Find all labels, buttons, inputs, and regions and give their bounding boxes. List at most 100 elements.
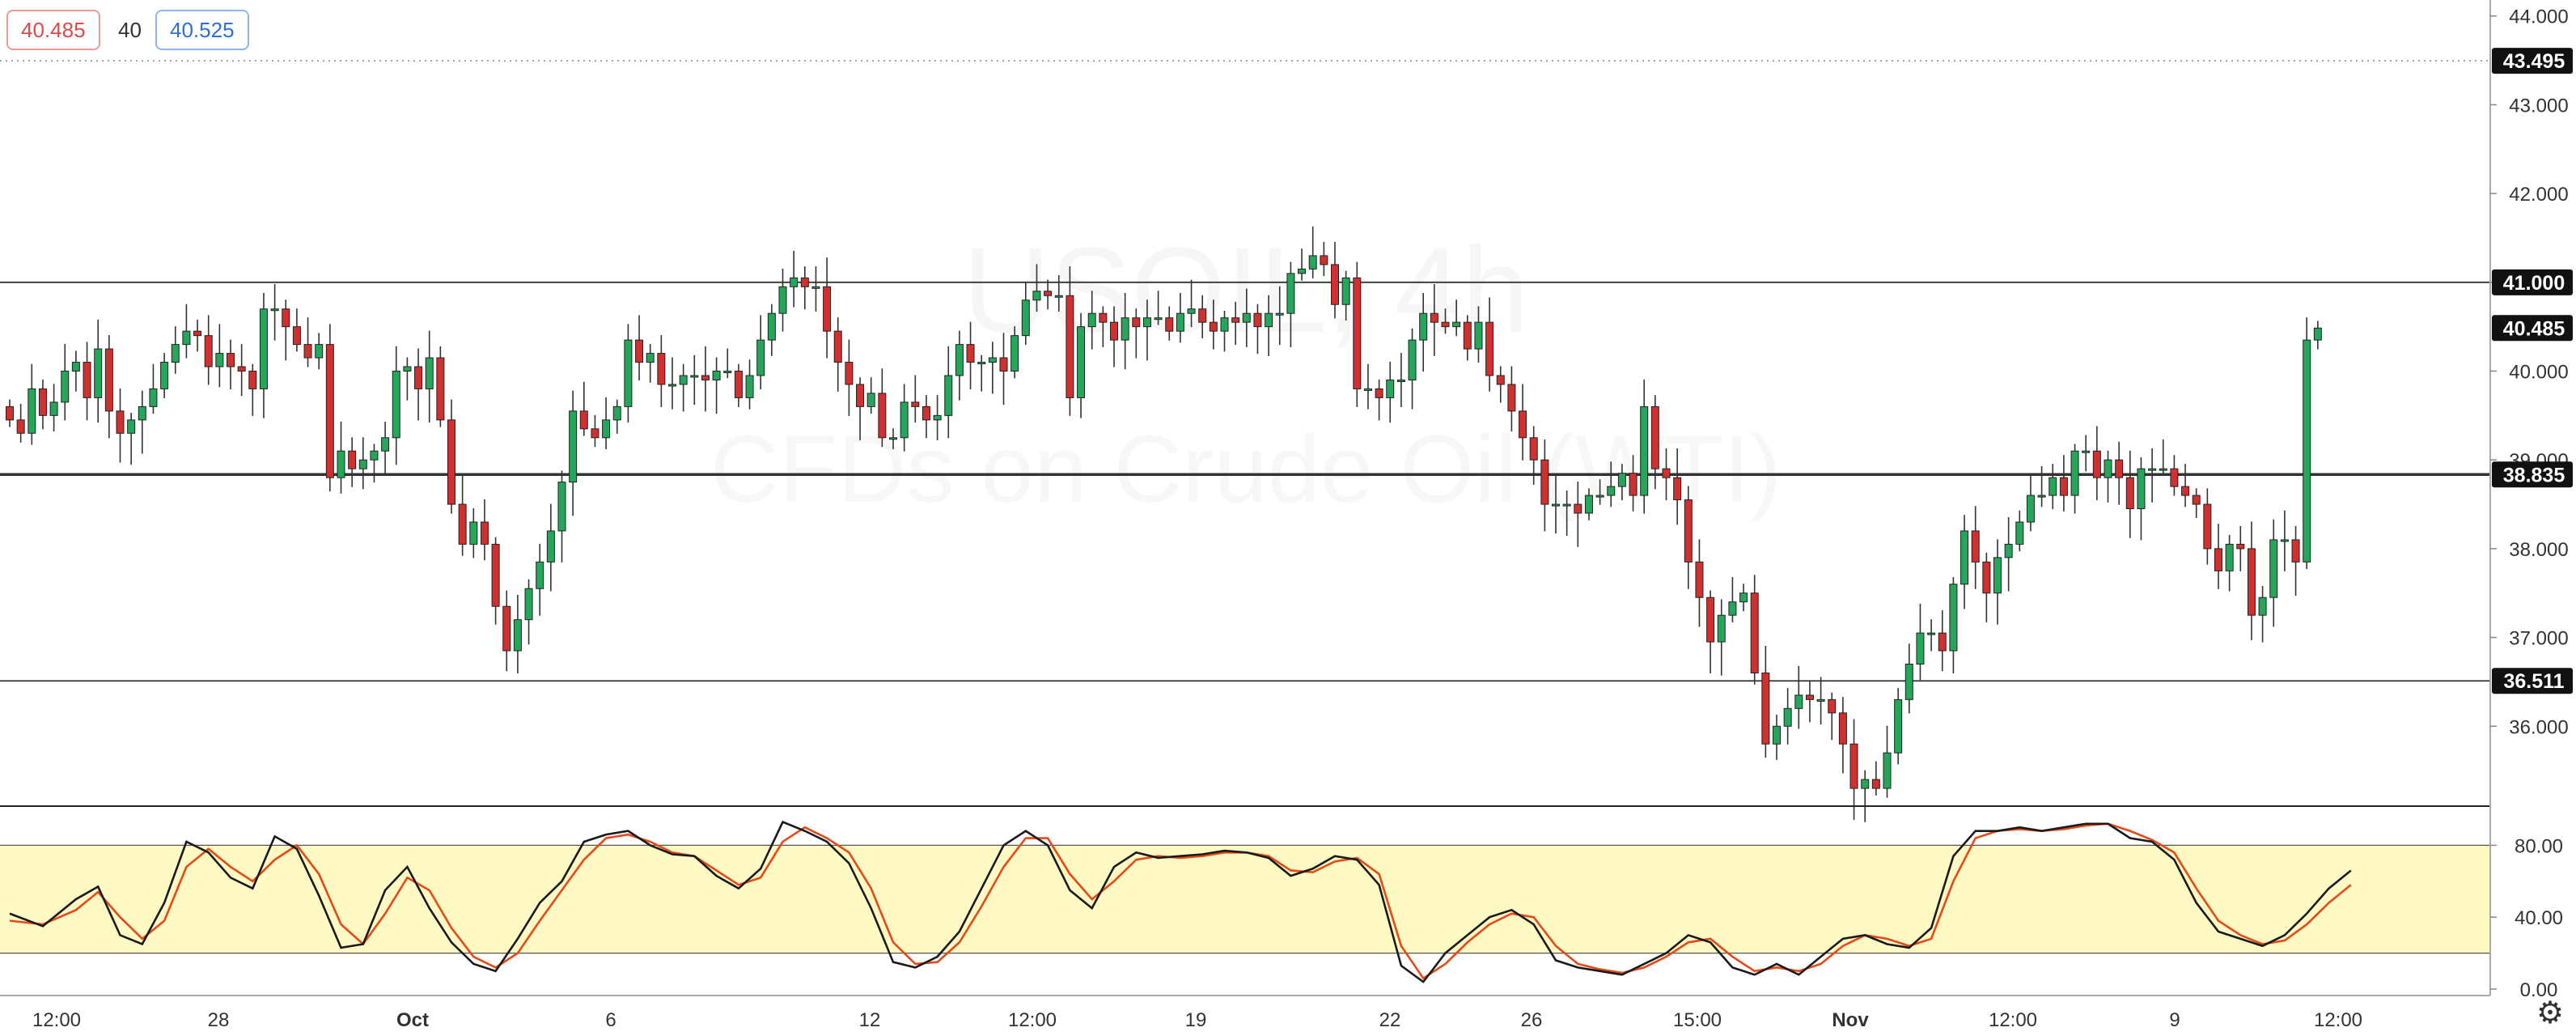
time-tick-label: 12:00 bbox=[1008, 1009, 1057, 1031]
candle-body bbox=[1298, 268, 1307, 274]
candle-body bbox=[690, 375, 699, 378]
candle-body bbox=[182, 330, 191, 346]
candle-body bbox=[2280, 539, 2289, 542]
candle-body bbox=[292, 326, 301, 346]
candle-body bbox=[1209, 321, 1218, 332]
price-axis[interactable]: 44.00043.00042.00041.00040.00039.00038.0… bbox=[2490, 6, 2573, 739]
candle-body bbox=[790, 277, 799, 287]
candle-body bbox=[922, 405, 930, 421]
candle-body bbox=[1695, 561, 1704, 598]
candle-body bbox=[2148, 468, 2157, 471]
candle-body bbox=[2247, 548, 2256, 616]
settings-gear-icon[interactable]: ⚙ bbox=[2536, 996, 2565, 1030]
candle-body bbox=[1363, 388, 1372, 391]
candle-body bbox=[933, 414, 942, 421]
candle-body bbox=[1971, 530, 1980, 563]
candle-body bbox=[2015, 521, 2024, 545]
stoch-axis[interactable]: 80.00 40.00 0.00 bbox=[2490, 835, 2563, 1001]
candle-body bbox=[1110, 321, 1118, 341]
candle-body bbox=[1452, 321, 1461, 328]
candle-body bbox=[458, 503, 467, 545]
candle-body bbox=[1054, 295, 1063, 298]
ask-price-box[interactable]: 40.525 bbox=[155, 10, 249, 50]
candle-body bbox=[1673, 477, 1682, 501]
candle-body bbox=[624, 339, 633, 407]
candle-body bbox=[1485, 321, 1494, 376]
candle-body bbox=[149, 388, 158, 407]
candle-body bbox=[83, 362, 91, 398]
line-price-tag: 41.000 bbox=[2503, 272, 2565, 295]
candle-body bbox=[944, 375, 953, 416]
price-tick-label: 38.000 bbox=[2509, 539, 2568, 561]
candle-body bbox=[1077, 326, 1086, 398]
candle-body bbox=[1927, 632, 1936, 635]
candle-body bbox=[480, 521, 489, 545]
price-tick-label: 44.000 bbox=[2509, 6, 2568, 28]
candle-body bbox=[1066, 295, 1074, 398]
candle-body bbox=[491, 543, 500, 607]
line-price-tag: 36.511 bbox=[2503, 670, 2564, 693]
candle-body bbox=[2291, 539, 2300, 563]
stoch-band bbox=[0, 845, 2490, 953]
candle-body bbox=[2303, 339, 2311, 563]
candle-body bbox=[524, 588, 533, 621]
candle-body bbox=[1993, 557, 2002, 594]
candle-body bbox=[1408, 339, 1417, 380]
candle-body bbox=[2137, 468, 2146, 510]
candle-body bbox=[1871, 779, 1880, 789]
candle-body bbox=[1904, 663, 1913, 700]
candle-body bbox=[557, 482, 566, 532]
time-tick-label: 12:00 bbox=[32, 1009, 81, 1031]
candle-body bbox=[1960, 530, 1969, 585]
bid-price-box[interactable]: 40.485 bbox=[6, 10, 100, 50]
candle-body bbox=[2192, 495, 2201, 505]
candle-body bbox=[1154, 317, 1163, 321]
candle-body bbox=[61, 371, 70, 403]
candle-body bbox=[1562, 503, 1571, 507]
candle-body bbox=[1463, 321, 1472, 350]
price-tick-label: 43.000 bbox=[2509, 95, 2568, 117]
candle-body bbox=[1496, 375, 1505, 385]
candle-body bbox=[845, 362, 854, 385]
candle-body bbox=[546, 530, 555, 563]
quantity-label[interactable]: 40 bbox=[118, 18, 142, 42]
candle-body bbox=[1386, 379, 1395, 398]
candle-body bbox=[1894, 698, 1903, 754]
candle-body bbox=[2170, 468, 2179, 487]
candle-body bbox=[1220, 317, 1229, 332]
candle-body bbox=[513, 619, 522, 652]
candle-body bbox=[1684, 499, 1693, 563]
candle-body bbox=[2181, 486, 2190, 496]
line-price-tag-bg bbox=[2492, 461, 2573, 488]
candle-body bbox=[1574, 503, 1582, 514]
candle-body bbox=[778, 286, 787, 314]
candle-body bbox=[116, 410, 125, 434]
time-axis[interactable]: 12:00 28 Oct 6 12 12:00 19 22 26 15:00 Nov 12:00 9 12… bbox=[32, 1009, 2362, 1031]
candle-body bbox=[856, 384, 865, 407]
candle-body bbox=[392, 371, 400, 439]
candle-body bbox=[1982, 561, 1991, 594]
candle-body bbox=[1308, 255, 1317, 270]
candle-body bbox=[745, 375, 754, 398]
time-tick-label: 12:00 bbox=[1989, 1009, 2037, 1031]
candle-body bbox=[2049, 477, 2057, 496]
time-tick-label: 19 bbox=[1185, 1009, 1207, 1031]
time-tick-label: Nov bbox=[1832, 1009, 1869, 1031]
candle-body bbox=[337, 450, 345, 478]
stoch-tick-label: 40.00 bbox=[2515, 907, 2563, 929]
time-tick-label: 9 bbox=[2169, 1009, 2180, 1031]
candle-body bbox=[403, 366, 412, 372]
candles bbox=[6, 226, 2322, 822]
candle-body bbox=[889, 437, 897, 440]
time-tick-label: 12:00 bbox=[2314, 1009, 2362, 1031]
candle-body bbox=[237, 366, 246, 372]
watermark-name: CFDs on Crude Oil (WTI) bbox=[710, 416, 1782, 523]
candle-body bbox=[1650, 405, 1659, 469]
time-tick-label: 26 bbox=[1521, 1009, 1543, 1031]
candle-body bbox=[49, 401, 58, 416]
candle-body bbox=[1341, 277, 1350, 305]
candle-body bbox=[1396, 379, 1405, 382]
candle-body bbox=[2082, 450, 2091, 453]
